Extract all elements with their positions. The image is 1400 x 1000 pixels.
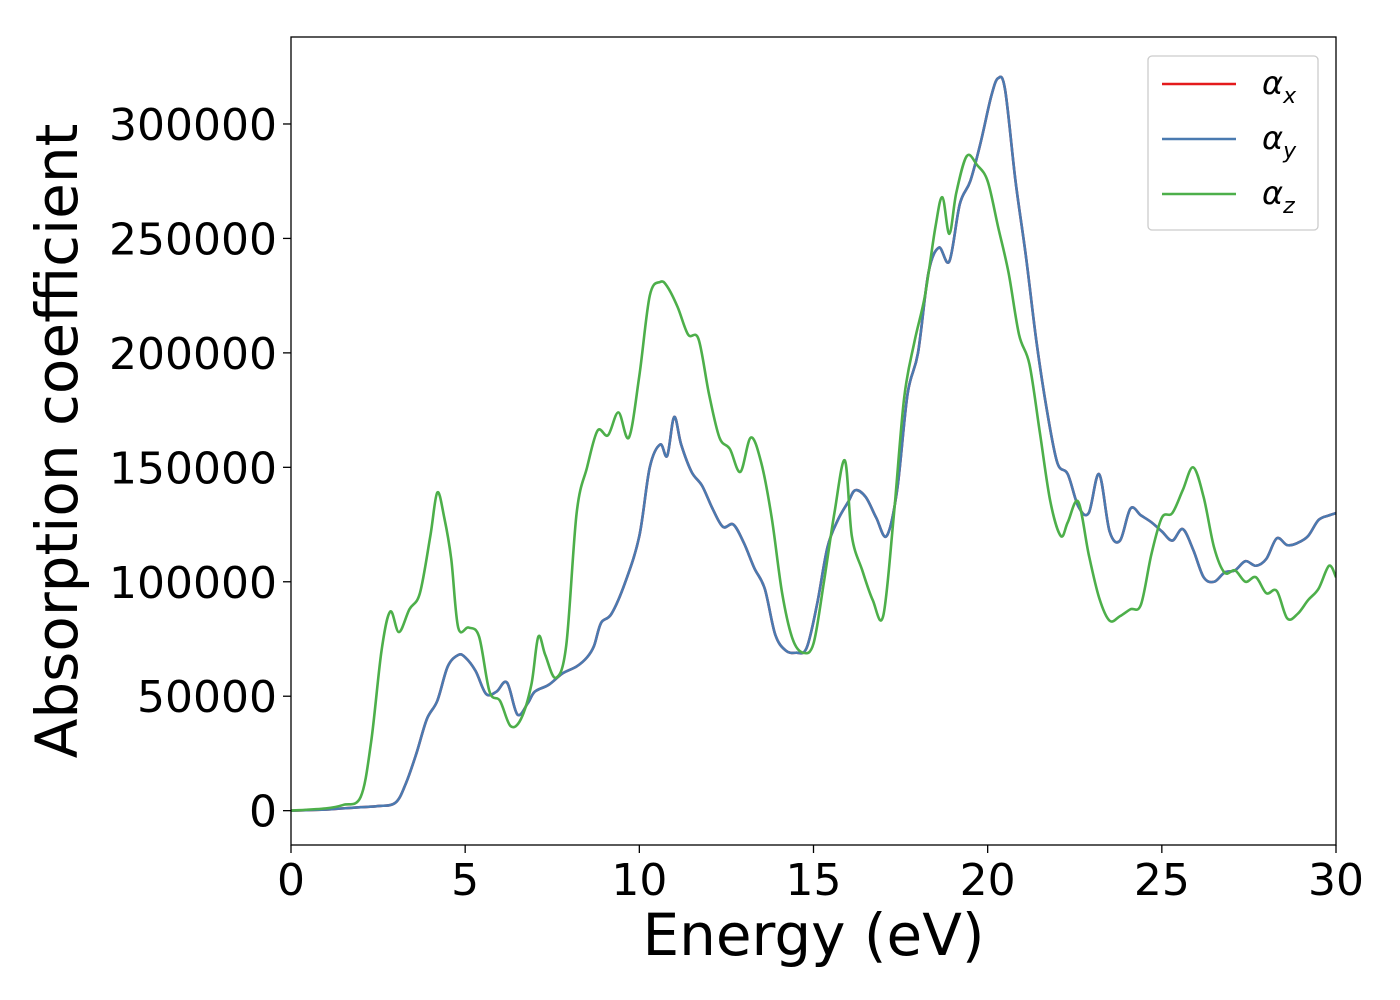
legend-entry-label: αy (1262, 119, 1297, 164)
series-layer (291, 75, 1336, 812)
legend: αx αy αz (1147, 55, 1319, 231)
x-tick-label: 30 (1308, 855, 1364, 906)
legend-box (1147, 55, 1319, 231)
x-tick-label: 5 (451, 855, 479, 906)
y-tick-label: 100000 (109, 558, 277, 609)
x-tick-label: 20 (960, 855, 1016, 906)
x-tick-label: 0 (277, 855, 305, 906)
series-line-alpha-z (291, 153, 1336, 812)
y-axis: 0 50000 100000 150000 200000 250000 300000 (109, 100, 291, 838)
legend-entry-label: αz (1262, 174, 1295, 219)
x-axis-label: Energy (eV) (642, 901, 984, 969)
y-tick-label: 300000 (109, 100, 277, 151)
x-axis: 0 5 10 15 20 25 30 (277, 845, 1364, 906)
y-axis-label: Absorption coefficient (23, 124, 91, 759)
y-tick-label: 0 (249, 787, 277, 838)
y-tick-label: 150000 (109, 443, 277, 494)
y-tick-label: 250000 (109, 214, 277, 265)
legend-entry-label: αx (1262, 64, 1297, 109)
x-tick-label: 10 (611, 855, 667, 906)
x-tick-label: 25 (1134, 855, 1190, 906)
y-tick-label: 50000 (137, 672, 277, 723)
y-tick-label: 200000 (109, 329, 277, 380)
x-tick-label: 15 (786, 855, 842, 906)
